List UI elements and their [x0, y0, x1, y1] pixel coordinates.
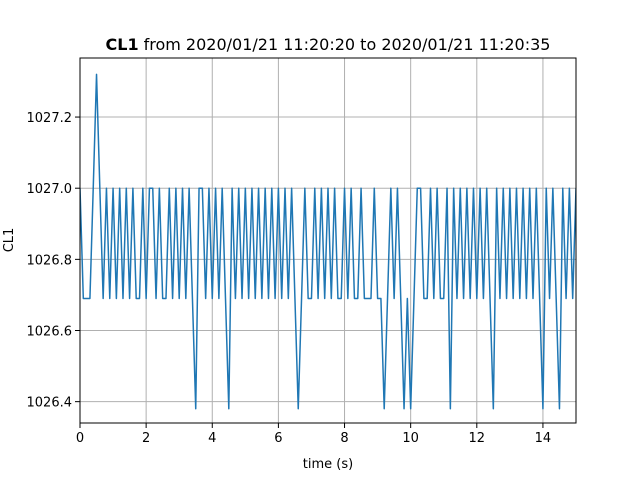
x-tick-label: 8	[340, 431, 348, 446]
data-line	[80, 73, 576, 410]
x-tick-label: 4	[208, 431, 216, 446]
x-tick-label: 14	[535, 431, 552, 446]
y-tick-label: 1027.0	[27, 182, 73, 197]
y-tick-label: 1026.8	[27, 253, 73, 268]
y-tick-label: 1026.6	[27, 325, 73, 340]
x-axis-label: time (s)	[303, 457, 353, 472]
title-text: from 2020/01/21 11:20:20 to 2020/01/21 1…	[144, 35, 551, 54]
chart-title: CL1 from 2020/01/21 11:20:20 to 2020/01/2…	[106, 35, 551, 54]
x-tick-label: 6	[274, 431, 282, 446]
y-tick-label: 1027.2	[27, 111, 73, 126]
x-tick-label: 2	[142, 431, 150, 446]
y-axis-label: CL1	[2, 228, 17, 253]
plot-frame	[79, 57, 577, 424]
x-tick-label: 10	[402, 431, 419, 446]
x-tick-label: 12	[469, 431, 486, 446]
x-tick-label: 0	[76, 431, 84, 446]
y-tick-label: 1026.4	[27, 396, 73, 411]
title-emphasis: CL1	[106, 35, 139, 54]
